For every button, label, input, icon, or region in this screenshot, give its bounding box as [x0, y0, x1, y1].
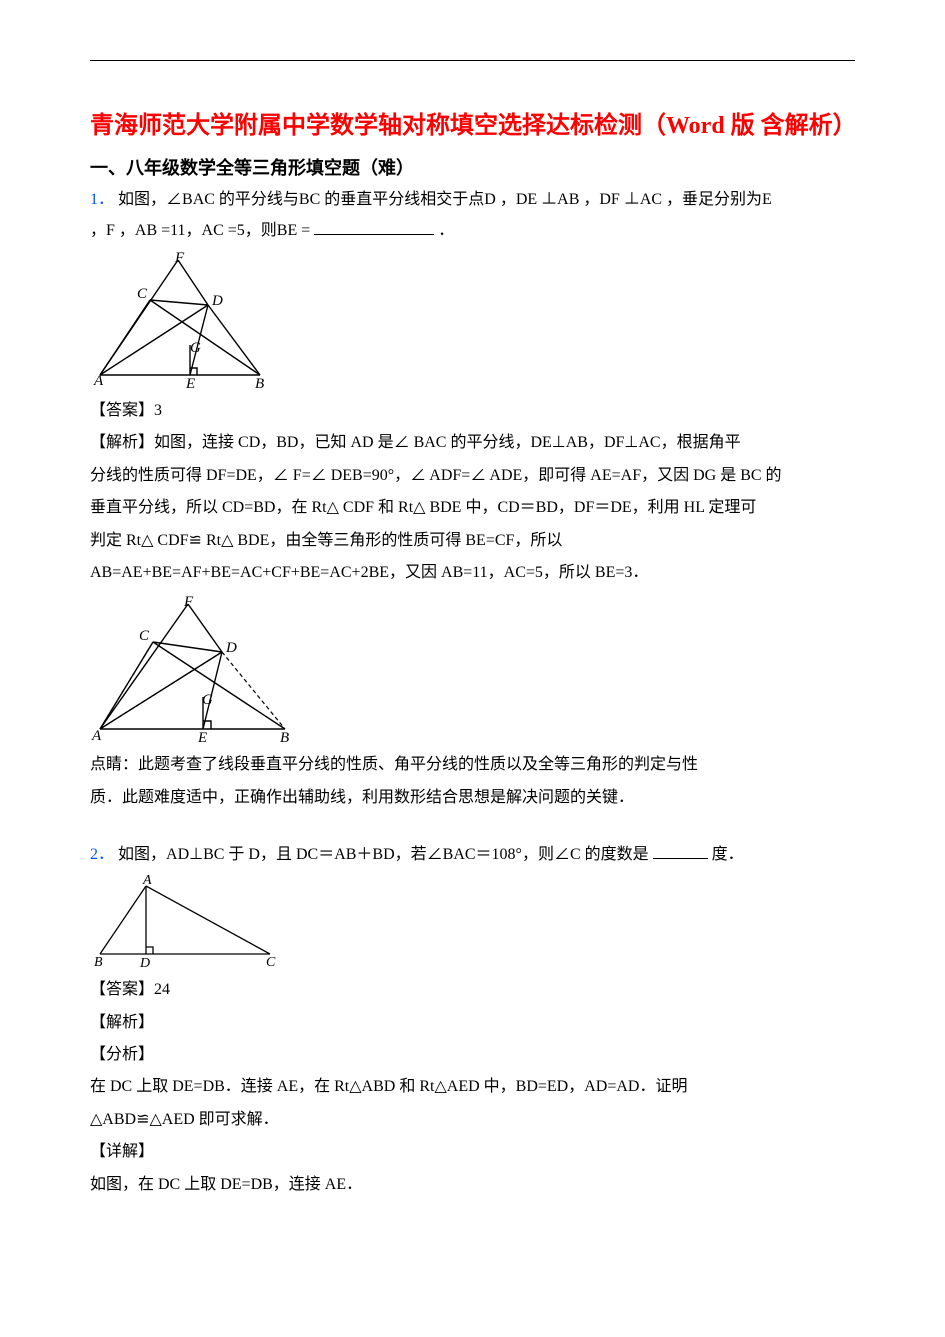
p1-explain-3: 垂直平分线，所以 CD=BD，在 Rt△ CDF 和 Rt△ BDE 中，CD＝… [90, 493, 855, 523]
p1-stem-line2: ，F ，AB =11，AC =5，则BE = ． [90, 217, 855, 244]
p2-analysis-label: 【分析】 [90, 1040, 855, 1070]
p1-explain-line1: 【解析】如图，连接 CD，BD，已知 AD 是∠ BAC 的平分线，DE⊥AB，… [90, 428, 855, 458]
top-rule [90, 60, 855, 61]
p2-answer-value: 24 [154, 981, 170, 998]
p2-number: 2． [90, 846, 114, 863]
p1-explain-5: AB=AE+BE=AF+BE=AC+CF+BE=AC+2BE，又因 AB=11，… [90, 558, 855, 588]
p2-figure: A B C D [90, 874, 855, 969]
p1-stem-b: ，F ，AB =11，AC =5，则BE = [90, 222, 310, 239]
svg-text:D: D [211, 293, 223, 309]
svg-text:B: B [280, 730, 289, 744]
svg-text:G: G [202, 692, 213, 708]
p1-blank [314, 218, 434, 235]
p2-stem: 2． 如图，AD⊥BC 于 D，且 DC＝AB＋BD，若∠BAC＝108°，则∠… [90, 841, 855, 868]
spacer [90, 815, 855, 837]
svg-text:B: B [255, 376, 264, 390]
p2-stem-end: 度． [712, 846, 744, 863]
p2-stem-text: 如图，AD⊥BC 于 D，且 DC＝AB＋BD，若∠BAC＝108°，则∠C 的… [118, 846, 649, 863]
svg-text:E: E [197, 730, 207, 744]
p1-explain-2: 分线的性质可得 DF=DE，∠ F=∠ DEB=90°，∠ ADF=∠ ADE，… [90, 461, 855, 491]
explain-label: 【解析】 [90, 434, 154, 451]
svg-text:G: G [190, 340, 201, 356]
svg-text:F: F [183, 594, 194, 610]
p2-detail-label: 【详解】 [90, 1137, 855, 1167]
svg-text:A: A [91, 728, 102, 744]
svg-text:A: A [93, 373, 104, 389]
p1-explain-4: 判定 Rt△ CDF≌ Rt△ BDE，由全等三角形的性质可得 BE=CF，所以 [90, 526, 855, 556]
answer-label: 【答案】 [90, 402, 154, 419]
p1-answer: 【答案】3 [90, 396, 855, 426]
p1-answer-value: 3 [154, 402, 162, 419]
section-heading: 一、八年级数学全等三角形填空题（难） [90, 154, 855, 180]
p1-explain-1: 如图，连接 CD，BD，已知 AD 是∠ BAC 的平分线，DE⊥AB，DF⊥A… [154, 434, 741, 451]
p1-stem-a: 如图，∠BAC 的平分线与BC 的垂直平分线相交于点D ，DE ⊥AB ，DF … [118, 191, 772, 208]
p2-detail-1: 如图，在 DC 上取 DE=DB，连接 AE． [90, 1170, 855, 1200]
svg-text:C: C [137, 286, 148, 302]
p1-figure-2: A B C D E F G [90, 594, 855, 744]
p2-analysis-2: △ABD≌△AED 即可求解． [90, 1105, 855, 1135]
p2-answer: 【答案】24 [90, 975, 855, 1005]
svg-text:F: F [174, 250, 185, 266]
document-title: 青海师范大学附属中学数学轴对称填空选择达标检测（Word 版 含解析） [90, 110, 855, 144]
p1-comment-2: 质．此题难度适中，正确作出辅助线，利用数形结合思想是解决问题的关键． [90, 783, 855, 813]
p1-comment-1: 点睛：此题考查了线段垂直平分线的性质、角平分线的性质以及全等三角形的判定与性 [90, 750, 855, 780]
svg-text:A: A [142, 874, 152, 888]
p2-explain-label: 【解析】 [90, 1008, 855, 1038]
p1-stem-end: ． [438, 222, 454, 239]
p2-analysis-1: 在 DC 上取 DE=DB．连接 AE，在 Rt△ABD 和 Rt△AED 中，… [90, 1072, 855, 1102]
answer-label-2: 【答案】 [90, 981, 154, 998]
svg-text:C: C [139, 628, 150, 644]
svg-text:B: B [94, 955, 103, 969]
svg-text:D: D [225, 640, 237, 656]
p1-stem-line1: 1． 如图，∠BAC 的平分线与BC 的垂直平分线相交于点D ，DE ⊥AB ，… [90, 186, 855, 213]
p1-number: 1． [90, 191, 114, 208]
svg-text:E: E [185, 376, 195, 390]
p1-figure-1: A B C D E F G [90, 250, 855, 390]
svg-text:D: D [139, 956, 150, 969]
svg-text:C: C [266, 955, 276, 969]
p2-blank [653, 842, 708, 859]
